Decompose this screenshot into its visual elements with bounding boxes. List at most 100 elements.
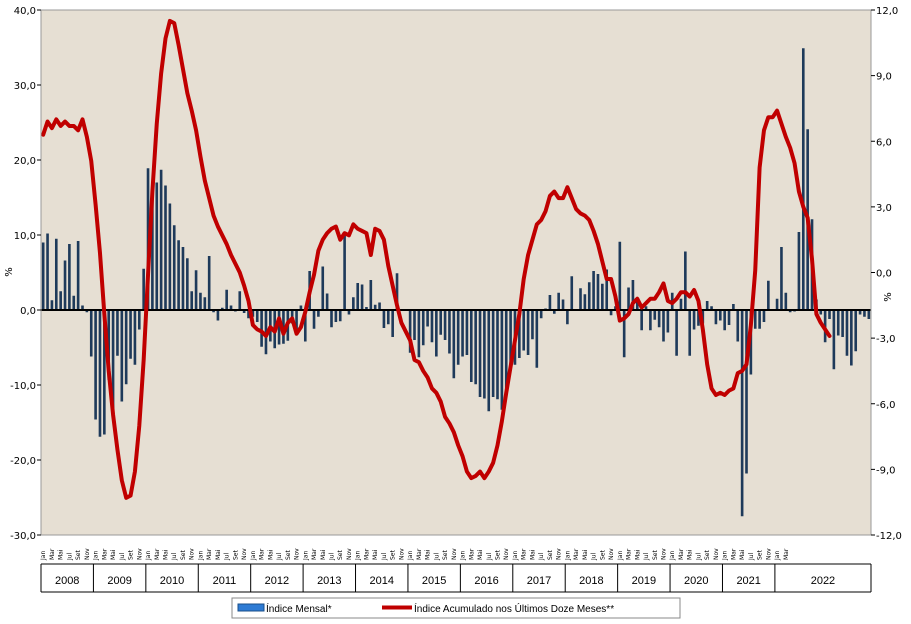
- right-tick-label: 3,0: [876, 203, 892, 214]
- bar: [854, 310, 858, 352]
- bar: [85, 310, 89, 313]
- bar: [448, 310, 451, 354]
- bar: [251, 310, 255, 317]
- bar: [334, 310, 338, 322]
- bar: [836, 310, 840, 336]
- bar: [675, 310, 678, 356]
- bar: [238, 291, 242, 310]
- bar: [710, 306, 713, 310]
- month-tick-label: Mar: [259, 548, 266, 560]
- bar: [692, 310, 696, 330]
- bar: [142, 268, 145, 310]
- month-tick-label: Nov: [346, 548, 353, 560]
- bar: [614, 306, 617, 310]
- bar: [579, 288, 582, 310]
- month-tick-label: Jul: [119, 552, 126, 561]
- legend: Índice Mensal* Índice Acumulado nos Últi…: [231, 597, 681, 619]
- bar: [622, 310, 626, 358]
- month-tick-label: Jan: [407, 551, 414, 561]
- line-series-12-months: [41, 18, 832, 500]
- left-tick-label: -30,0: [10, 531, 36, 542]
- bar: [216, 310, 220, 321]
- bar: [845, 310, 849, 356]
- month-tick-label: Mar: [154, 548, 161, 560]
- bar: [225, 289, 228, 310]
- month-tick-label: Nov: [136, 548, 143, 560]
- bar: [461, 310, 464, 357]
- bar: [255, 310, 259, 322]
- bar: [41, 242, 45, 310]
- bar: [832, 310, 836, 370]
- bar: [81, 305, 84, 310]
- left-tick-label: 10,0: [14, 231, 36, 242]
- bar: [63, 260, 67, 310]
- legend-label-line: Índice Acumulado nos Últimos Doze Meses*…: [414, 602, 614, 615]
- month-tick-label: Mar: [678, 548, 685, 560]
- bar: [531, 310, 534, 340]
- bar: [618, 241, 622, 310]
- bar: [177, 240, 180, 310]
- bar: [587, 282, 591, 310]
- month-tick-label: Mar: [521, 548, 528, 560]
- bar: [644, 306, 648, 310]
- bar: [570, 276, 574, 310]
- month-tick-label: Set: [180, 550, 187, 561]
- month-tick-label: Set: [285, 550, 292, 561]
- month-tick-label: Set: [495, 550, 502, 561]
- bar: [705, 301, 709, 310]
- bar: [155, 182, 159, 310]
- month-tick-label: Mai: [320, 549, 327, 560]
- month-tick-label: Set: [337, 550, 344, 561]
- bar: [426, 310, 429, 327]
- month-tick-label: Jul: [643, 552, 650, 561]
- bar: [68, 244, 71, 310]
- bar: [94, 310, 97, 420]
- month-tick-label: Jul: [591, 552, 598, 561]
- bar: [317, 310, 320, 317]
- month-tick-label: Mai: [372, 549, 379, 560]
- bar: [242, 310, 246, 313]
- bar: [780, 247, 783, 310]
- bar: [356, 283, 360, 310]
- bar: [98, 310, 102, 437]
- month-tick-label: Jan: [302, 551, 309, 561]
- month-tick-label: Nov: [398, 548, 405, 560]
- month-tick-label: Mai: [110, 549, 117, 560]
- bar: [439, 310, 443, 335]
- month-tick-label: Jan: [564, 551, 571, 561]
- bar: [46, 233, 49, 310]
- bar: [714, 310, 718, 325]
- bar: [548, 295, 552, 310]
- month-tick-label: Set: [757, 550, 764, 561]
- bar: [312, 310, 316, 329]
- bar: [207, 256, 211, 310]
- bar: [330, 310, 333, 328]
- bar: [120, 310, 124, 402]
- bar: [631, 280, 635, 310]
- month-tick-label: Mai: [739, 549, 746, 560]
- bar: [124, 310, 128, 385]
- bar: [103, 310, 106, 435]
- bar: [688, 310, 692, 356]
- bar: [247, 310, 250, 319]
- bar: [657, 310, 661, 328]
- bar: [456, 310, 460, 365]
- month-tick-label: Mai: [477, 549, 484, 560]
- month-tick-label: Jul: [171, 552, 178, 561]
- bar: [369, 280, 373, 310]
- bar: [50, 300, 54, 310]
- month-tick-label: Jan: [40, 551, 47, 561]
- bar: [828, 310, 831, 319]
- bar: [321, 266, 325, 310]
- bar: [421, 310, 425, 346]
- bar: [159, 169, 163, 310]
- bar: [535, 310, 539, 368]
- right-axis: -12,0 -9,0 -6,0 -3,0 0,0 3,0 6,0 9,0 12,0: [871, 6, 902, 542]
- bar: [365, 307, 368, 310]
- month-tick-label: Mai: [529, 549, 536, 560]
- month-tick-label: Mai: [425, 549, 432, 560]
- bar: [172, 225, 176, 310]
- bar: [116, 310, 119, 356]
- bar: [478, 310, 482, 397]
- month-tick-label: Mar: [363, 548, 370, 560]
